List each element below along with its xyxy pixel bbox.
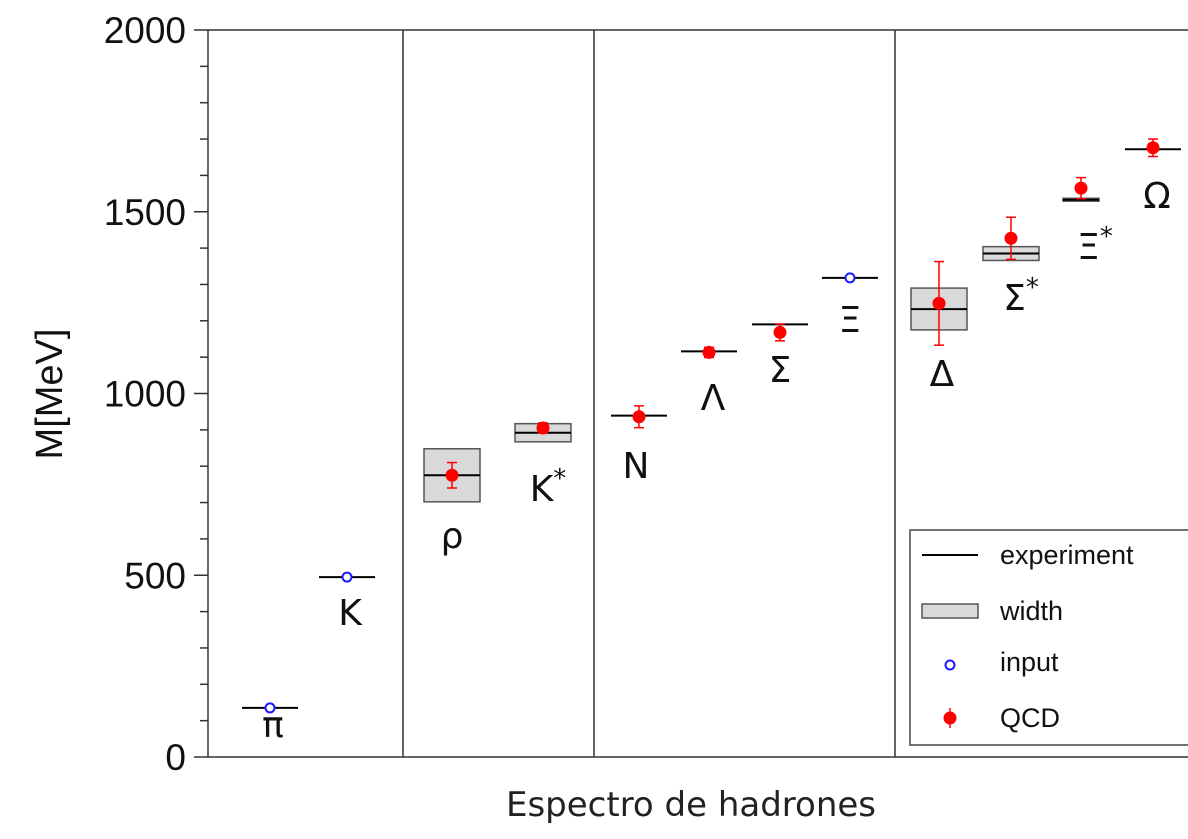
- qcd-point: [632, 410, 646, 424]
- input-point: [341, 571, 353, 583]
- y-tick-label: 2000: [104, 10, 186, 51]
- legend-label-width: width: [999, 596, 1063, 626]
- particle-label-star: *: [1100, 222, 1113, 252]
- y-tick-label: 1500: [104, 192, 186, 233]
- legend-input-swatch: [944, 659, 956, 671]
- particle-label: Δ: [930, 354, 955, 395]
- legend-label-experiment: experiment: [1000, 540, 1134, 570]
- qcd-point: [1074, 181, 1088, 195]
- particle-label: Σ*: [1003, 273, 1039, 319]
- legend-label-qcd: QCD: [1000, 703, 1060, 733]
- particle-label: ρ: [441, 516, 464, 557]
- legend-box: [909, 529, 1188, 746]
- particle-label: N: [623, 446, 650, 487]
- particle-label-star: *: [1026, 273, 1039, 303]
- particle-label: Λ: [701, 378, 726, 419]
- particle-label: π: [262, 705, 284, 746]
- y-tick-label: 1000: [104, 374, 186, 415]
- x-axis-label: Espectro de hadrones: [506, 785, 876, 825]
- y-axis-label: M[MeV]: [29, 329, 71, 460]
- qcd-point: [702, 345, 716, 359]
- legend-qcd-swatch: [943, 711, 957, 725]
- qcd-point: [932, 296, 946, 310]
- particle-label: Σ: [769, 350, 792, 391]
- qcd-point: [445, 468, 459, 482]
- qcd-point: [1146, 141, 1160, 155]
- input-point: [264, 702, 276, 714]
- axes-layer: 0 500 1000 1500 2000: [104, 10, 1188, 778]
- y-tick-label: 500: [124, 555, 186, 596]
- marks-layer: π Kρ K* N Λ Σ Ξ Δ Σ* Ξ* Ω: [242, 138, 1181, 746]
- particle-label-star: *: [553, 464, 566, 494]
- legend: experiment width input QCD: [909, 529, 1188, 746]
- input-point: [844, 272, 856, 284]
- particle-label: Ξ: [839, 300, 862, 341]
- particle-label: Ω: [1143, 176, 1171, 217]
- qcd-point: [1004, 231, 1018, 245]
- legend-label-input: input: [1000, 647, 1059, 677]
- legend-width-swatch: [921, 603, 979, 619]
- y-tick-label: 0: [165, 737, 186, 778]
- particle-label: K: [338, 593, 363, 634]
- qcd-point: [773, 325, 787, 339]
- particle-label: K*: [530, 464, 567, 510]
- particle-label: Ξ*: [1077, 222, 1113, 268]
- qcd-point: [536, 421, 550, 435]
